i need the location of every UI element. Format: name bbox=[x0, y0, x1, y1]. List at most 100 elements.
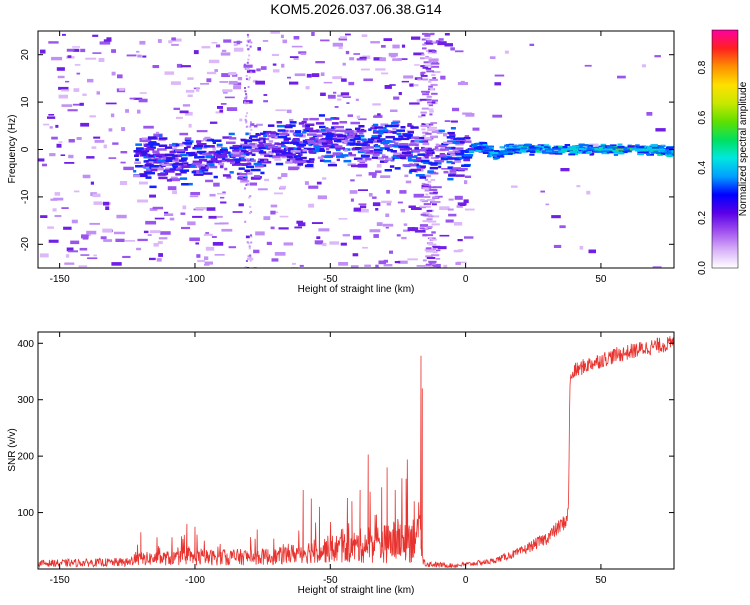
noise-cell bbox=[375, 170, 382, 173]
ridge-cell bbox=[573, 153, 579, 156]
noise-cell bbox=[369, 229, 381, 233]
noise-cell bbox=[67, 109, 78, 112]
ridge-cell bbox=[339, 121, 348, 124]
ridge-cell bbox=[384, 159, 389, 163]
ridge-cell bbox=[147, 159, 157, 162]
ridge-cell bbox=[659, 144, 665, 147]
noise-cell bbox=[61, 89, 70, 92]
noise-cell bbox=[111, 49, 116, 53]
ridge-cell bbox=[303, 147, 312, 151]
ridge-cell bbox=[449, 172, 457, 175]
ridge-cell bbox=[356, 140, 361, 144]
ridge-cell bbox=[185, 140, 194, 143]
noise-cell bbox=[49, 126, 53, 129]
ridge-cell bbox=[275, 153, 280, 156]
ridge-cell bbox=[622, 151, 628, 154]
ridge-cell bbox=[451, 161, 455, 165]
ridge-cell bbox=[184, 137, 192, 140]
ridge-cell bbox=[573, 149, 579, 152]
noise-cell bbox=[237, 77, 243, 81]
noise-cell bbox=[137, 199, 148, 203]
ridge-cell bbox=[504, 144, 512, 147]
noise-cell bbox=[247, 58, 250, 61]
ridge-cell bbox=[210, 157, 216, 161]
ridge-cell bbox=[286, 159, 291, 162]
ridge-cell bbox=[288, 157, 295, 161]
ridge-cell bbox=[233, 152, 243, 155]
noise-cell bbox=[248, 247, 251, 250]
noise-cell bbox=[646, 112, 653, 116]
ridge-cell bbox=[172, 142, 178, 146]
noise-cell bbox=[176, 116, 183, 119]
noise-cell bbox=[389, 250, 393, 254]
ridge-cell bbox=[161, 163, 170, 167]
ridge-cell bbox=[347, 135, 355, 139]
ridge-cell bbox=[280, 135, 287, 139]
ridge-cell bbox=[357, 150, 365, 154]
noise-cell bbox=[233, 47, 244, 52]
ridge-cell bbox=[463, 136, 471, 140]
noise-cell bbox=[65, 80, 70, 83]
noise-cell bbox=[282, 39, 288, 44]
noise-cell bbox=[332, 76, 343, 80]
spectrogram-y-ticks: -20 -10 0 10 20 bbox=[20, 49, 674, 252]
noise-cell bbox=[404, 174, 409, 178]
noise-cell bbox=[428, 58, 439, 62]
noise-cell bbox=[247, 183, 249, 186]
ridge-cell bbox=[336, 158, 340, 162]
noise-cell bbox=[353, 207, 361, 212]
ridge-cell bbox=[238, 147, 246, 150]
noise-cell bbox=[421, 114, 426, 117]
ridge-cell bbox=[325, 137, 333, 140]
noise-cell bbox=[413, 84, 419, 87]
ridge-cell bbox=[186, 152, 195, 155]
noise-cell bbox=[431, 201, 441, 203]
noise-cell bbox=[219, 81, 228, 83]
noise-cell bbox=[124, 240, 136, 242]
noise-cell bbox=[453, 222, 463, 226]
noise-cell bbox=[247, 48, 250, 51]
ridge-cell bbox=[669, 151, 674, 154]
noise-cell bbox=[66, 48, 75, 52]
noise-cell bbox=[206, 207, 216, 211]
ridge-cell bbox=[372, 153, 380, 156]
noise-cell bbox=[381, 200, 392, 204]
noise-cell bbox=[180, 212, 186, 215]
ridge-cell bbox=[306, 163, 314, 167]
ridge-cell bbox=[157, 159, 165, 163]
noise-cell bbox=[373, 115, 383, 118]
ridge-cell bbox=[183, 159, 187, 162]
ridge-cell bbox=[404, 154, 413, 157]
noise-cell bbox=[228, 246, 236, 249]
noise-cell bbox=[423, 183, 429, 186]
ridge-cell bbox=[610, 148, 617, 151]
noise-cell bbox=[428, 126, 437, 129]
ridge-core bbox=[586, 148, 595, 151]
noise-cell bbox=[246, 69, 256, 73]
ridge-cell bbox=[349, 153, 357, 157]
noise-cell bbox=[358, 118, 367, 121]
ridge-cell bbox=[617, 145, 625, 148]
ridge-cell bbox=[204, 136, 211, 140]
ridge-cell bbox=[297, 145, 305, 148]
ridge-cell bbox=[394, 142, 399, 145]
noise-cell bbox=[444, 33, 450, 36]
ridge-cell bbox=[236, 149, 243, 152]
noise-cell bbox=[304, 181, 309, 185]
ridge-cell bbox=[249, 143, 255, 146]
noise-cell bbox=[551, 215, 561, 219]
noise-cell bbox=[388, 52, 398, 57]
ridge-cell bbox=[448, 174, 456, 177]
noise-cell bbox=[243, 64, 253, 68]
noise-cell bbox=[116, 214, 127, 219]
ridge-cell bbox=[390, 124, 399, 128]
ridge-cell bbox=[145, 171, 155, 175]
noise-cell bbox=[421, 90, 429, 93]
noise-cell bbox=[262, 40, 269, 42]
noise-cell bbox=[416, 99, 422, 102]
ridge-cell bbox=[211, 139, 220, 142]
noise-cell bbox=[192, 160, 203, 163]
ridge-cell bbox=[145, 143, 152, 147]
ridge-cell bbox=[520, 148, 527, 151]
noise-cell bbox=[60, 154, 66, 156]
